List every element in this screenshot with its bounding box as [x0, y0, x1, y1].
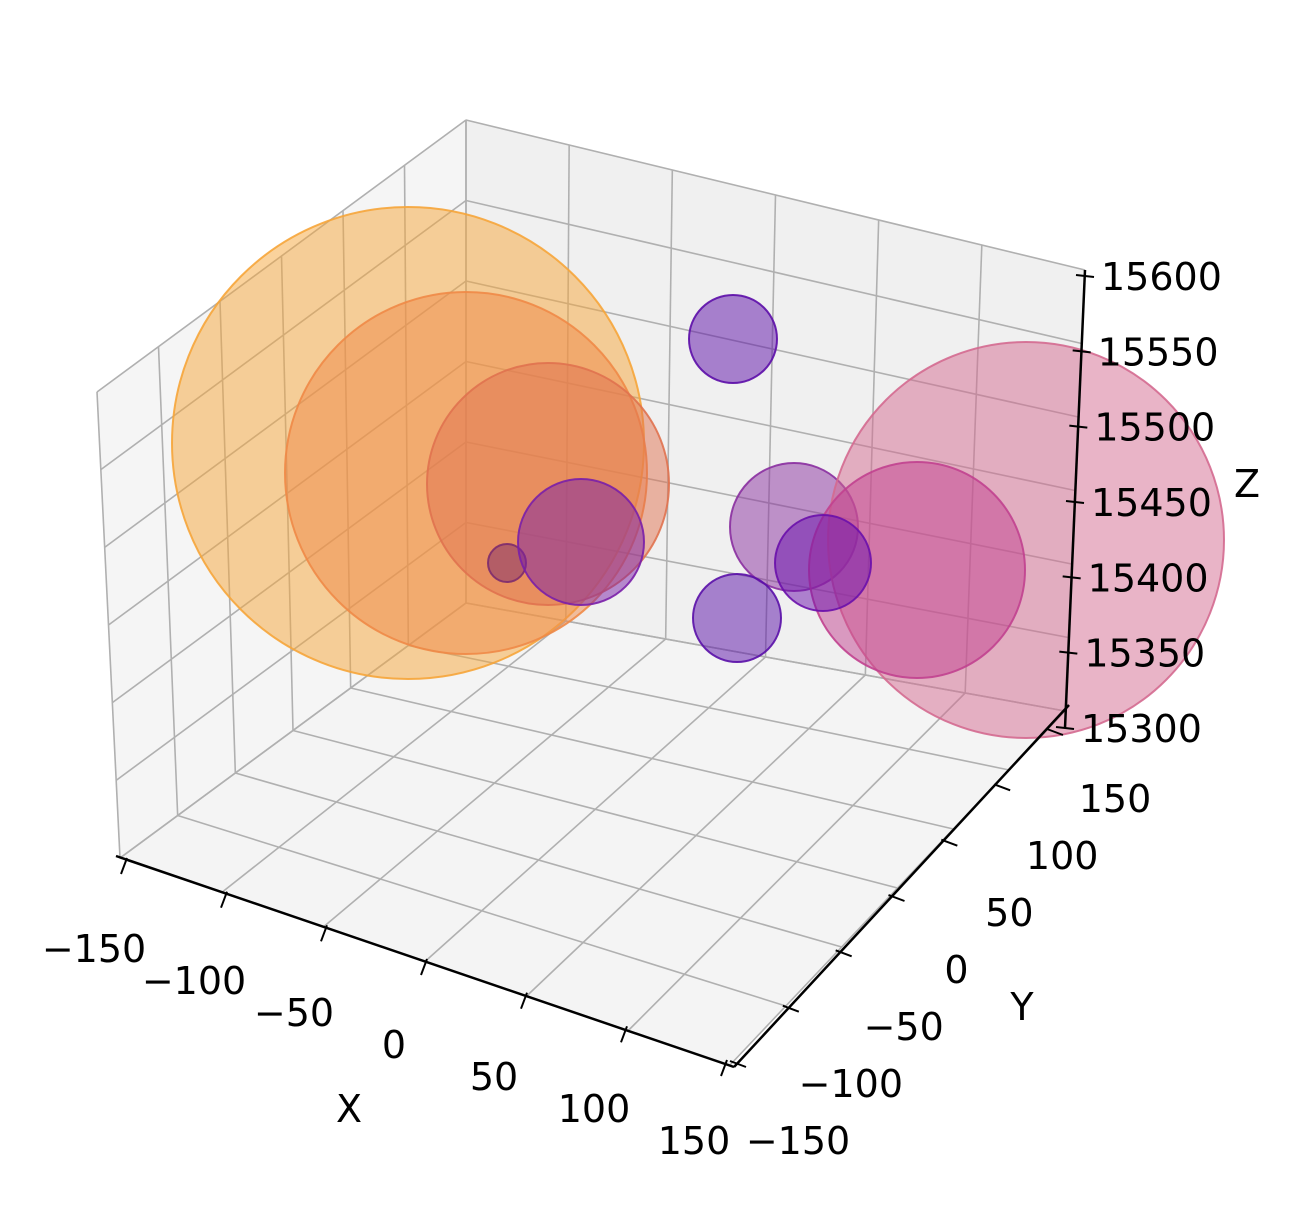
y-axis-label: Y [1009, 985, 1034, 1029]
x-tick-label: 50 [470, 1055, 518, 1099]
x-tick-label: 100 [558, 1087, 631, 1131]
back-grid-z [465, 119, 1086, 271]
y-tick-label: 50 [985, 891, 1033, 935]
y-tick-label: 150 [1079, 777, 1152, 821]
z-tick-mark [1072, 349, 1091, 354]
z-tick-mark [1059, 650, 1078, 655]
z-tick-label: 15400 [1088, 556, 1209, 600]
y-tick-mark [1046, 728, 1064, 736]
z-tick-mark [1055, 726, 1075, 730]
y-tick-mark [888, 894, 905, 902]
floor-grid-y [408, 644, 1010, 771]
x-tick-label: −150 [42, 927, 146, 971]
y-tick-mark [993, 783, 1011, 792]
x-tick-mark [720, 1059, 728, 1077]
data-point-p8 [774, 514, 872, 612]
x-tick-label: −50 [254, 991, 334, 1035]
x-axis-label: X [336, 1087, 362, 1131]
z-tick-label: 15500 [1094, 406, 1215, 450]
y-tick-label: −150 [746, 1119, 850, 1163]
back-grid-z [465, 199, 1082, 345]
x-tick-label: −100 [142, 959, 246, 1003]
y-tick-label: −50 [864, 1005, 944, 1049]
x-tick-mark [320, 924, 328, 942]
z-tick-mark [1062, 575, 1081, 580]
z-tick-mark [1065, 500, 1085, 504]
x-tick-mark [220, 891, 228, 909]
y-tick-mark [940, 838, 958, 847]
z-tick-label: 15350 [1084, 632, 1205, 676]
data-point-p9 [688, 294, 778, 384]
y-tick-mark [782, 1004, 800, 1013]
data-point-p7 [517, 478, 645, 606]
y-axis-line [733, 704, 1070, 1068]
y-tick-label: 100 [1026, 834, 1099, 878]
z-axis-label: Z [1234, 462, 1260, 506]
z-tick-label: 15450 [1091, 481, 1212, 525]
z-tick-mark [1075, 274, 1095, 278]
z-tick-label: 15300 [1081, 707, 1202, 751]
y-tick-label: 0 [944, 948, 968, 992]
z-tick-mark [1069, 424, 1088, 429]
y-tick-mark [729, 1060, 747, 1068]
y-tick-label: −100 [799, 1062, 903, 1106]
data-point-p10 [692, 573, 782, 663]
x-tick-mark [120, 857, 128, 875]
x-tick-mark [520, 992, 528, 1010]
x-tick-mark [420, 958, 428, 976]
z-tick-label: 15600 [1101, 255, 1222, 299]
z-tick-label: 15550 [1098, 330, 1219, 374]
x-tick-label: 150 [658, 1119, 731, 1163]
y-tick-mark [835, 949, 853, 958]
x-tick-mark [620, 1025, 628, 1043]
data-markers [171, 206, 1225, 739]
x-tick-label: 0 [382, 1023, 406, 1067]
